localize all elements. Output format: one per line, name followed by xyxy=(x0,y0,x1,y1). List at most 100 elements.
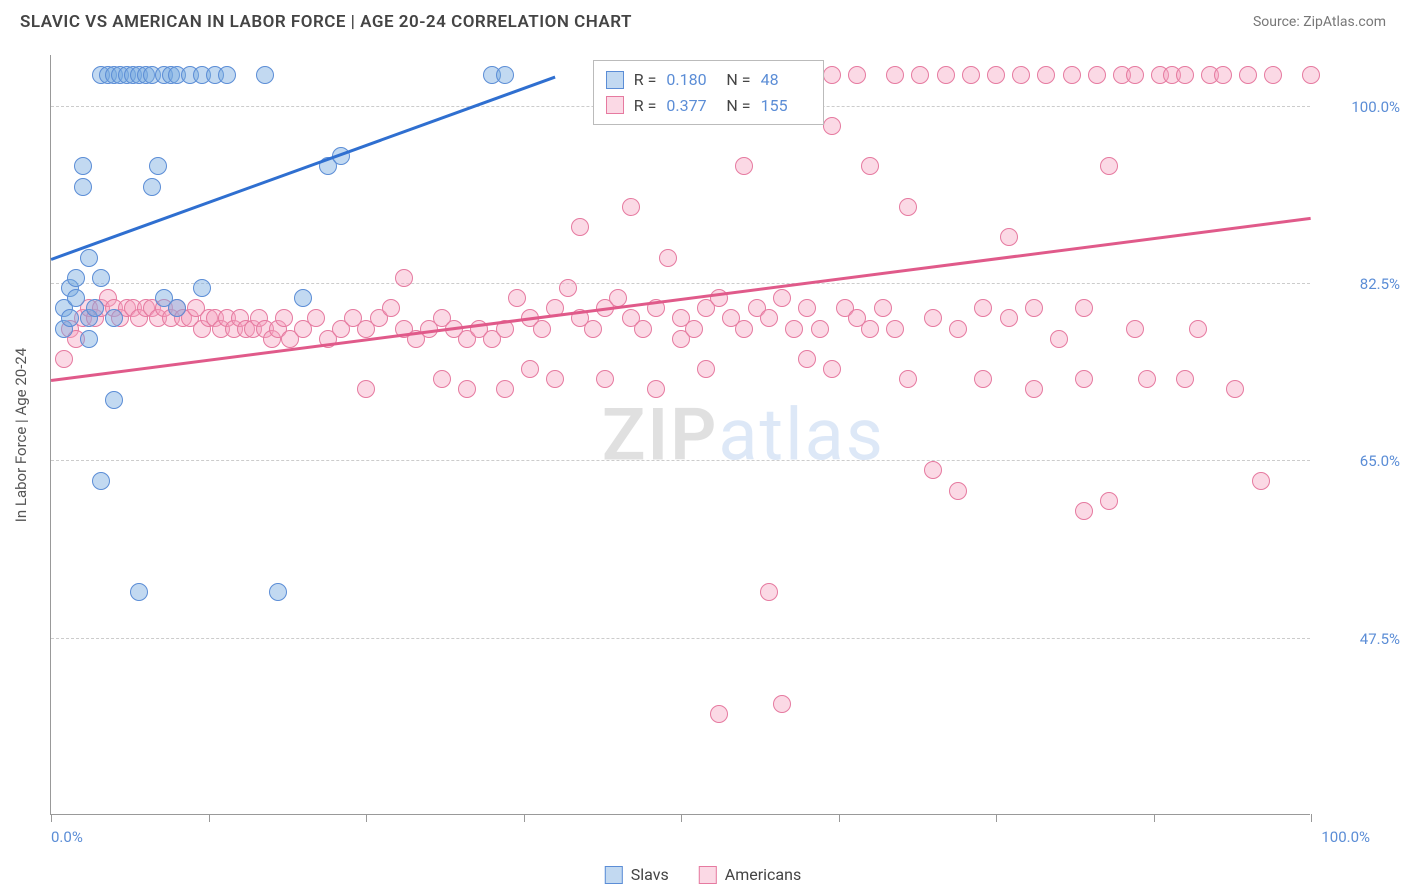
y-tick-label: 47.5% xyxy=(1320,630,1400,648)
stats-row-americans: R =0.377N =155 xyxy=(606,93,811,119)
scatter-point-americans xyxy=(1176,370,1194,388)
scatter-point-americans xyxy=(874,299,892,317)
scatter-point-americans xyxy=(1100,492,1118,510)
scatter-point-americans xyxy=(861,320,879,338)
scatter-point-americans xyxy=(924,309,942,327)
scatter-point-slavs xyxy=(193,279,211,297)
scatter-point-americans xyxy=(886,320,904,338)
scatter-point-americans xyxy=(1264,66,1282,84)
stat-n-value-slavs: 48 xyxy=(761,67,811,93)
scatter-point-slavs xyxy=(80,330,98,348)
watermark-zip: ZIP xyxy=(602,392,718,477)
scatter-point-americans xyxy=(571,218,589,236)
scatter-point-americans xyxy=(974,370,992,388)
scatter-point-slavs xyxy=(269,583,287,601)
scatter-point-americans xyxy=(584,320,602,338)
scatter-point-americans xyxy=(1126,320,1144,338)
scatter-point-americans xyxy=(275,309,293,327)
scatter-point-americans xyxy=(596,370,614,388)
scatter-point-americans xyxy=(622,198,640,216)
scatter-point-americans xyxy=(798,299,816,317)
scatter-point-americans xyxy=(433,370,451,388)
scatter-point-americans xyxy=(924,461,942,479)
x-tick xyxy=(51,814,52,822)
scatter-point-americans xyxy=(1100,157,1118,175)
scatter-point-slavs xyxy=(67,269,85,287)
scatter-point-americans xyxy=(773,289,791,307)
scatter-point-slavs xyxy=(74,178,92,196)
scatter-point-americans xyxy=(1088,66,1106,84)
scatter-point-slavs xyxy=(74,157,92,175)
x-tick xyxy=(1154,814,1155,822)
scatter-point-americans xyxy=(458,380,476,398)
scatter-point-americans xyxy=(962,66,980,84)
scatter-point-americans xyxy=(899,198,917,216)
scatter-point-americans xyxy=(823,66,841,84)
scatter-point-americans xyxy=(735,157,753,175)
scatter-point-americans xyxy=(1063,66,1081,84)
scatter-point-slavs xyxy=(130,583,148,601)
scatter-point-slavs xyxy=(256,66,274,84)
scatter-point-slavs xyxy=(496,66,514,84)
scatter-point-americans xyxy=(382,299,400,317)
grid-line: 82.5% xyxy=(51,283,1310,284)
scatter-point-slavs xyxy=(168,299,186,317)
legend-swatch-americans xyxy=(699,866,717,884)
scatter-point-americans xyxy=(987,66,1005,84)
grid-line: 65.0% xyxy=(51,460,1310,461)
scatter-point-americans xyxy=(697,360,715,378)
scatter-point-americans xyxy=(1012,66,1030,84)
x-tick xyxy=(524,814,525,822)
watermark-atlas: atlas xyxy=(718,392,885,477)
scatter-point-americans xyxy=(1025,380,1043,398)
chart-source: Source: ZipAtlas.com xyxy=(1253,14,1386,30)
scatter-point-slavs xyxy=(218,66,236,84)
scatter-point-americans xyxy=(811,320,829,338)
trend-line-slavs xyxy=(51,75,556,260)
scatter-point-americans xyxy=(496,380,514,398)
scatter-point-americans xyxy=(559,279,577,297)
stat-n-label: N = xyxy=(726,67,750,93)
scatter-point-slavs xyxy=(92,472,110,490)
scatter-point-americans xyxy=(760,309,778,327)
legend-label-americans: Americans xyxy=(725,865,801,884)
scatter-point-americans xyxy=(1239,66,1257,84)
scatter-chart: In Labor Force | Age 20-24 ZIPatlas 47.5… xyxy=(50,55,1310,815)
scatter-point-americans xyxy=(1126,66,1144,84)
scatter-point-americans xyxy=(710,705,728,723)
scatter-point-americans xyxy=(659,249,677,267)
scatter-point-slavs xyxy=(80,249,98,267)
scatter-point-americans xyxy=(735,320,753,338)
scatter-point-americans xyxy=(521,360,539,378)
scatter-point-americans xyxy=(949,320,967,338)
chart-header: SLAVIC VS AMERICAN IN LABOR FORCE | AGE … xyxy=(0,0,1406,40)
scatter-point-americans xyxy=(1189,320,1207,338)
scatter-point-slavs xyxy=(61,309,79,327)
y-tick-label: 82.5% xyxy=(1320,275,1400,293)
legend-item-americans: Americans xyxy=(699,865,801,884)
scatter-point-americans xyxy=(1000,309,1018,327)
trend-line-americans xyxy=(51,217,1311,382)
grid-line: 47.5% xyxy=(51,638,1310,639)
scatter-point-americans xyxy=(533,320,551,338)
x-max-label: 100.0% xyxy=(1321,828,1370,846)
x-tick xyxy=(839,814,840,822)
stat-r-label: R = xyxy=(634,93,657,119)
legend-item-slavs: Slavs xyxy=(605,865,669,884)
legend-label-slavs: Slavs xyxy=(631,865,669,884)
stats-swatch-slavs xyxy=(606,71,624,89)
x-tick xyxy=(209,814,210,822)
scatter-point-americans xyxy=(886,66,904,84)
watermark: ZIPatlas xyxy=(602,392,885,477)
scatter-point-americans xyxy=(1037,66,1055,84)
scatter-point-americans xyxy=(823,117,841,135)
scatter-point-americans xyxy=(1226,380,1244,398)
scatter-point-slavs xyxy=(149,157,167,175)
scatter-point-americans xyxy=(395,269,413,287)
scatter-point-slavs xyxy=(294,289,312,307)
legend: Slavs Americans xyxy=(605,865,801,884)
scatter-point-americans xyxy=(685,320,703,338)
scatter-point-americans xyxy=(760,583,778,601)
scatter-point-slavs xyxy=(105,309,123,327)
scatter-point-americans xyxy=(974,299,992,317)
